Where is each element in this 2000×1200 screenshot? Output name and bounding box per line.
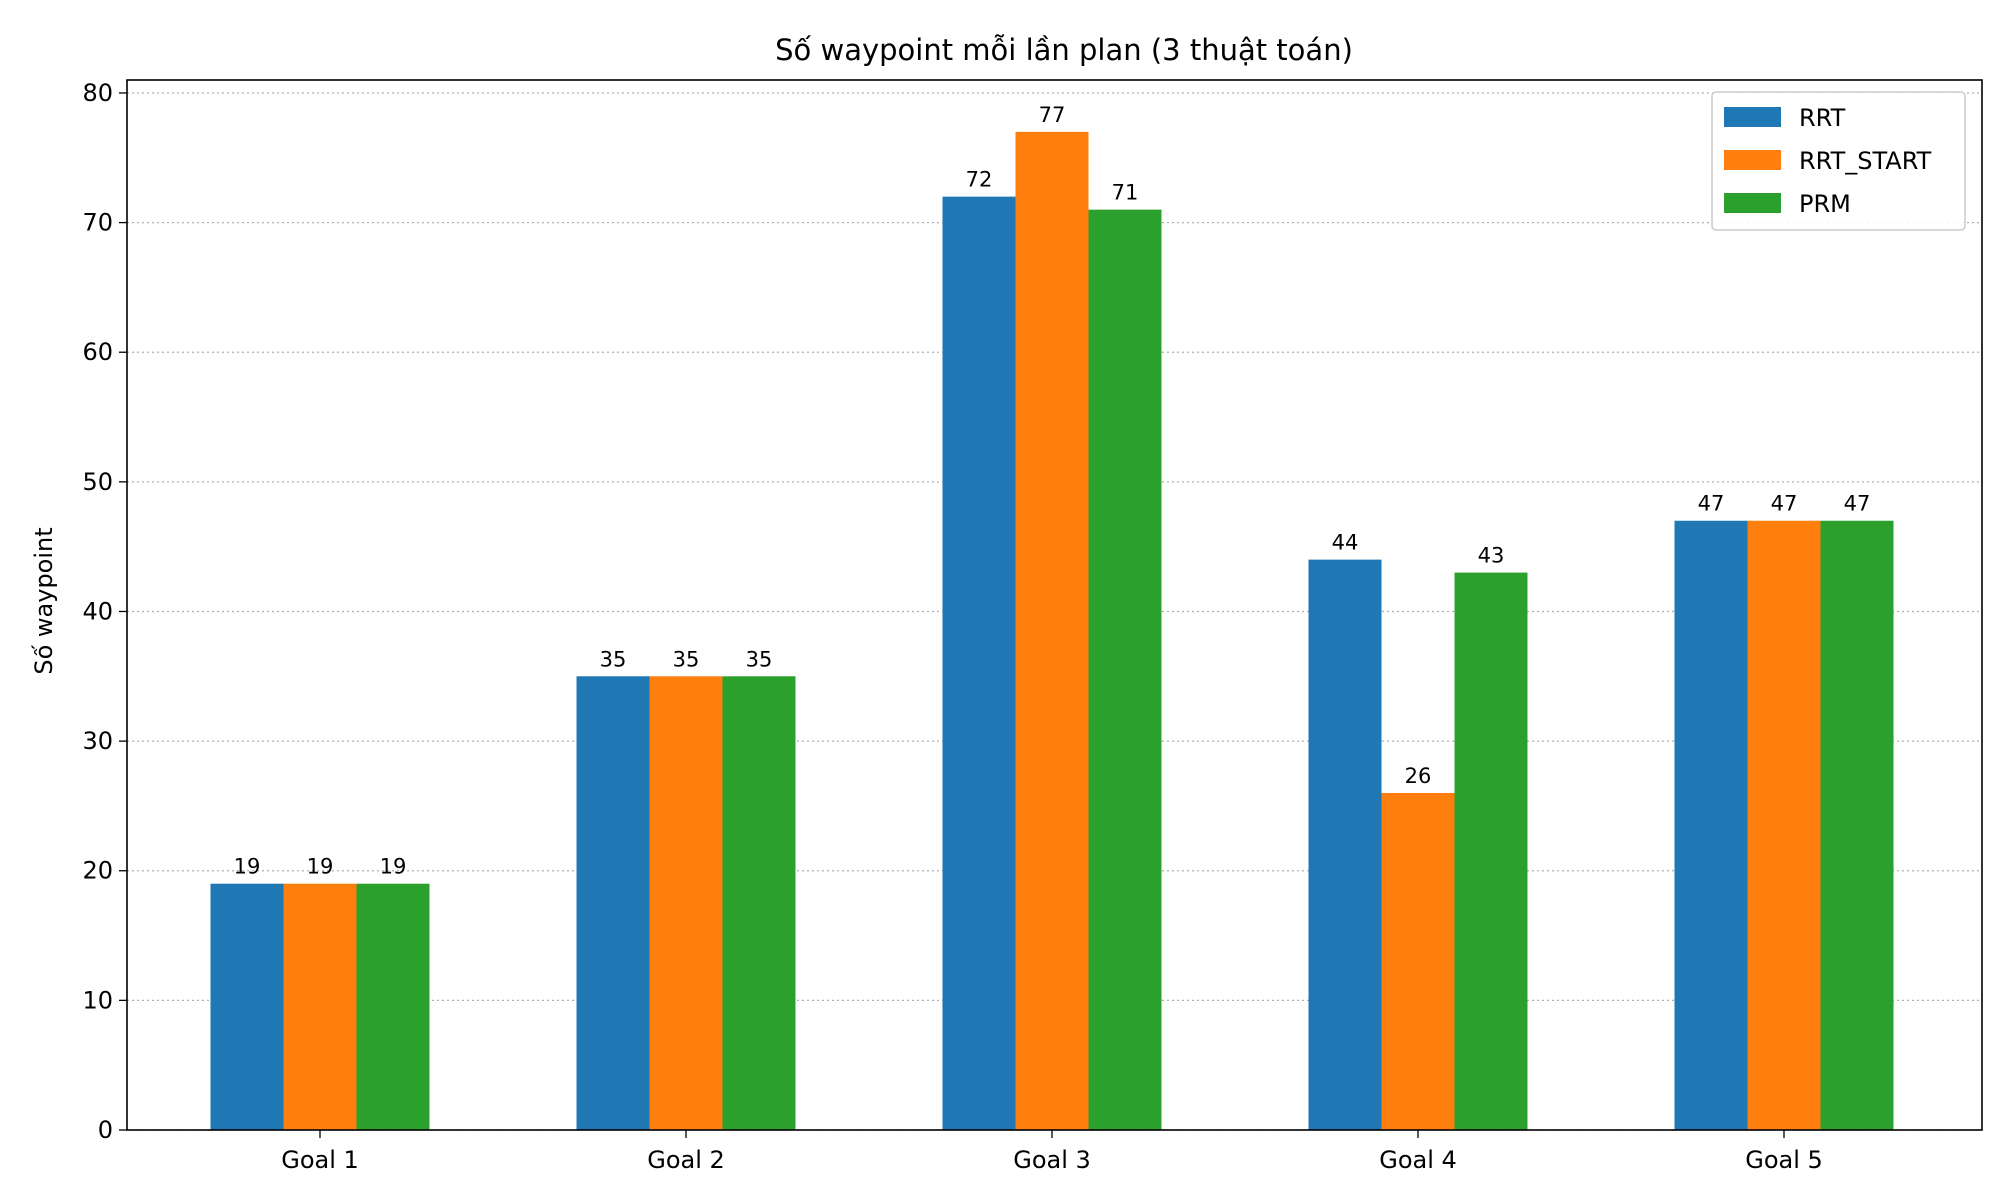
data-label: 47 [1698,492,1725,516]
data-label: 19 [307,855,334,879]
bar-rrt-start [649,676,723,1130]
plot-frame [126,79,1983,1131]
bar-rrt [1674,520,1748,1130]
data-label: 26 [1405,764,1432,788]
y-tick-label: 60 [82,338,113,366]
bar-rrt [942,196,1016,1130]
y-tick-label: 70 [82,209,113,237]
y-axis-label: Số waypoint [30,527,58,674]
legend-swatch [1724,107,1781,127]
data-label: 43 [1478,544,1505,568]
x-tick-label: Goal 1 [281,1146,359,1174]
legend-swatch [1724,150,1781,170]
y-tick-label: 50 [82,468,113,496]
y-tick-label: 40 [82,597,113,625]
legend-label: PRM [1799,190,1851,218]
chart-title: Số waypoint mỗi lần plan (3 thuật toán) [775,33,1353,67]
bar-prm [1820,520,1894,1130]
bar-rrt-start [1747,520,1821,1130]
x-tick-label: Goal 2 [647,1146,725,1174]
x-tick-label: Goal 4 [1379,1146,1457,1174]
bar-rrt [210,883,284,1130]
data-label: 47 [1844,492,1871,516]
y-tick-label: 80 [82,79,113,107]
y-tick-label: 30 [82,727,113,755]
x-tick-label: Goal 5 [1745,1146,1823,1174]
bar-rrt [1308,559,1382,1130]
data-label: 44 [1332,531,1359,555]
bar-rrt-start [1381,792,1455,1130]
data-label: 19 [380,855,407,879]
data-label: 71 [1112,181,1139,205]
data-label: 35 [746,647,773,671]
x-axis: Goal 1 Goal 2 Goal 3 Goal 4 Goal 5 [281,1130,1823,1174]
bars [210,131,1894,1130]
y-tick-label: 10 [82,986,113,1014]
data-label: 19 [234,855,261,879]
data-label: 35 [600,647,627,671]
bar-rrt-start [283,883,357,1130]
bar-prm [1088,209,1162,1130]
data-labels: 19 19 19 35 35 35 72 77 71 44 26 43 47 47 47 [234,103,1871,879]
y-tick-label: 20 [82,857,113,885]
data-label: 47 [1771,492,1798,516]
bar-prm [722,676,796,1130]
data-label: 72 [966,168,993,192]
bar-rrt-start [1015,131,1089,1130]
legend-label: RRT [1799,104,1846,132]
bar-prm [356,883,430,1130]
legend-label: RRT_START [1799,147,1932,175]
y-tick-label: 0 [98,1116,113,1144]
data-label: 77 [1039,103,1066,127]
x-tick-label: Goal 3 [1013,1146,1091,1174]
legend: RRT RRT_START PRM [1711,91,1966,231]
bar-rrt [576,676,650,1130]
data-label: 35 [673,647,700,671]
bar-prm [1454,572,1528,1130]
legend-swatch [1724,193,1781,213]
y-axis: 0 10 20 30 40 50 60 70 80 [82,79,127,1144]
